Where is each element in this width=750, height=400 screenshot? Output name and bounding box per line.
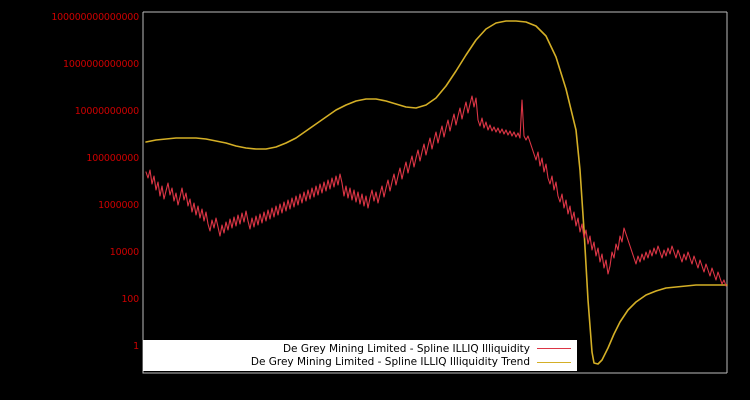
data-series-group xyxy=(145,20,728,365)
legend-label: De Grey Mining Limited - Spline ILLIQ Il… xyxy=(250,356,530,369)
series-line-illiquidity xyxy=(145,95,727,287)
legend-item-trend[interactable]: De Grey Mining Limited - Spline ILLIQ Il… xyxy=(143,356,577,370)
legend-label: De Grey Mining Limited - Spline ILLIQ Il… xyxy=(282,342,530,355)
y-tick-label: 10000 xyxy=(109,247,139,258)
y-tick-label: 1 xyxy=(133,341,139,352)
axis-frame xyxy=(142,12,727,374)
plot-axes-frame xyxy=(142,11,728,374)
legend-item-illiquidity[interactable]: De Grey Mining Limited - Spline ILLIQ Il… xyxy=(143,342,577,356)
y-tick-label: 10000000000 xyxy=(74,106,139,117)
legend-color-swatch xyxy=(537,348,571,350)
y-tick-label: 100000000 xyxy=(86,153,139,164)
y-tick-label: 1000000000000 xyxy=(63,59,139,70)
y-tick-label: 100000000000000 xyxy=(51,12,139,23)
y-tick-label: 100 xyxy=(121,294,139,305)
legend-color-swatch xyxy=(537,361,571,363)
chart-legend[interactable]: De Grey Mining Limited - Spline ILLIQ Il… xyxy=(143,340,577,371)
y-tick-label: 1000000 xyxy=(98,200,139,211)
series-line-trend xyxy=(145,20,728,365)
